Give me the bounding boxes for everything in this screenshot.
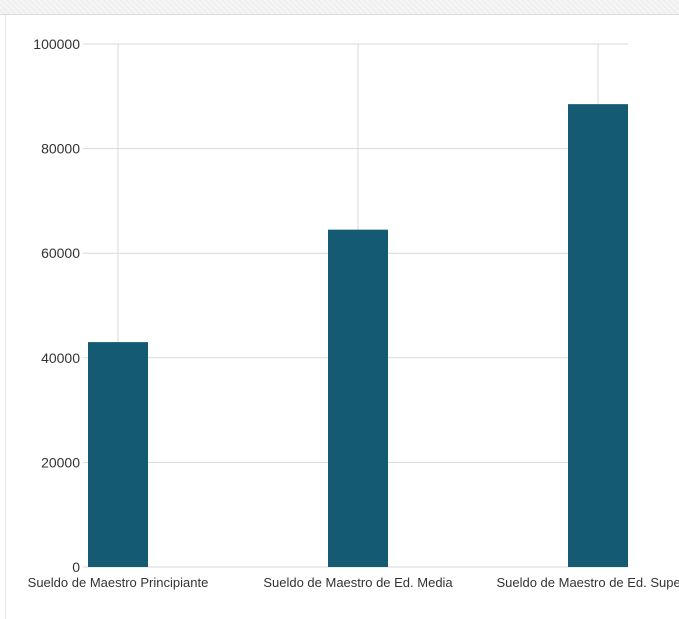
x-axis-ticks: Sueldo de Maestro Principiante Sueldo de … — [28, 575, 679, 590]
y-tick-label: 40000 — [41, 350, 80, 366]
chart-panel-border — [5, 15, 6, 619]
y-tick-label: 60000 — [41, 245, 80, 261]
y-tick-label: 80000 — [41, 141, 80, 157]
bar — [88, 342, 148, 567]
x-tick-label: Sueldo de Maestro de Ed. Media — [263, 575, 453, 590]
y-axis-ticks: 0 20000 40000 60000 80000 100000 — [33, 36, 80, 575]
y-tick-label: 20000 — [41, 454, 80, 470]
x-tick-label: Sueldo de Maestro Principiante — [28, 575, 209, 590]
x-tick-label: Sueldo de Maestro de Ed. Superior — [496, 575, 679, 590]
y-tick-label: 100000 — [33, 36, 80, 52]
top-toolbar-strip — [0, 0, 679, 15]
bars — [88, 104, 628, 568]
y-tick-label: 0 — [72, 559, 80, 575]
bar — [328, 229, 388, 568]
bar — [568, 104, 628, 568]
